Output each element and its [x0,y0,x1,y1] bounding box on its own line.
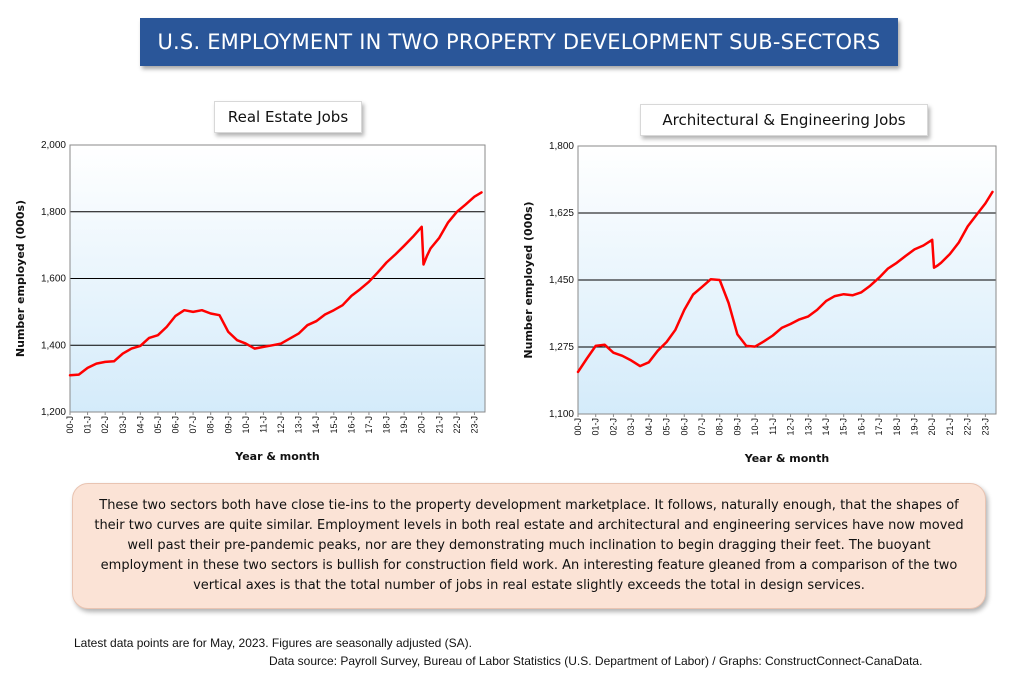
x-tick-label: 20-J [417,416,427,434]
y-tick-label: 1,275 [549,342,574,353]
y-tick-label: 1,100 [549,409,574,420]
x-tick-label: 14-J [821,418,831,436]
plot-border [69,144,486,413]
y-tick-label: 1,450 [549,275,574,286]
y-tick-label: 1,625 [549,208,574,219]
x-tick-label: 17-J [364,416,374,434]
x-tick-label: 13-J [803,418,813,436]
x-tick-label: 00-J [573,418,583,436]
x-tick-label: 14-J [311,416,321,434]
x-tick-label: 06-J [171,416,181,434]
y-tick-label: 1,800 [41,207,66,218]
y-tick-label: 1,200 [41,407,66,418]
x-tick-label: 22-J [963,418,973,436]
x-tick-label: 03-J [118,416,128,434]
plot-border [577,145,997,415]
x-tick-label: 19-J [399,416,409,434]
x-axis-label: Year & month [234,450,319,463]
commentary-text: These two sectors both have close tie-in… [94,498,964,593]
x-tick-label: 06-J [679,418,689,436]
chart-title-architectural-engineering: Architectural & Engineering Jobs [640,104,928,136]
data-note: Latest data points are for May, 2023. Fi… [74,636,472,650]
y-tick-label: 1,800 [549,141,574,152]
x-tick-label: 08-J [715,418,725,436]
x-tick-label: 09-J [223,416,233,434]
x-tick-label: 21-J [434,416,444,434]
x-tick-label: 05-J [153,416,163,434]
x-tick-label: 09-J [732,418,742,436]
y-axis-label: Number employed (000s) [522,201,535,358]
x-tick-label: 21-J [945,418,955,436]
data-line [576,190,994,374]
x-tick-label: 19-J [910,418,920,436]
x-tick-label: 17-J [874,418,884,436]
x-tick-label: 15-J [839,418,849,436]
x-tick-label: 10-J [241,416,251,434]
chart-title-real-estate: Real Estate Jobs [214,101,362,133]
x-tick-label: 01-J [83,416,93,434]
x-tick-label: 07-J [188,416,198,434]
x-tick-label: 02-J [608,418,618,436]
commentary-box: These two sectors both have close tie-in… [72,483,986,609]
architectural-engineering-chart: 1,100 1,275 1,450 1,625 1,800 00-J 01-J 02-J 03-… [522,141,997,465]
x-tick-label: 12-J [276,416,286,434]
data-source: Data source: Payroll Survey, Bureau of L… [269,654,923,668]
chart-title-text: Real Estate Jobs [227,108,349,126]
x-tick-label: 23-J [980,418,990,436]
x-tick-label: 04-J [135,416,145,434]
x-tick-label: 18-J [892,418,902,436]
x-tick-label: 01-J [591,418,601,436]
x-tick-label: 15-J [329,416,339,434]
x-tick-label: 08-J [206,416,216,434]
x-tick-label: 18-J [382,416,392,434]
real-estate-chart: 1,200 1,400 1,600 1,800 2,000 00-J 01-J 02-J 03-… [14,140,486,463]
x-tick-label: 04-J [644,418,654,436]
y-tick-label: 1,600 [41,274,66,285]
chart-title-text: Architectural & Engineering Jobs [662,111,906,129]
page-title-banner: U.S. EMPLOYMENT IN TWO PROPERTY DEVELOPM… [140,18,898,66]
x-tick-label: 20-J [927,418,937,436]
x-tick-label: 02-J [100,416,110,434]
x-tick-label: 05-J [662,418,672,436]
data-line [68,191,483,377]
x-tick-label: 22-J [452,416,462,434]
x-tick-label: 16-J [346,416,356,434]
x-tick-label: 16-J [856,418,866,436]
x-tick-label: 00-J [65,416,75,434]
y-tick-label: 1,400 [41,340,66,351]
x-tick-label: 23-J [469,416,479,434]
x-axis-label: Year & month [744,452,829,465]
x-tick-label: 12-J [786,418,796,436]
y-tick-label: 2,000 [41,140,66,151]
x-tick-label: 13-J [294,416,304,434]
x-tick-label: 07-J [697,418,707,436]
x-tick-label: 10-J [750,418,760,436]
y-axis-label: Number employed (000s) [14,200,27,357]
x-tick-label: 03-J [626,418,636,436]
x-tick-label: 11-J [258,416,268,433]
x-tick-label: 11-J [768,418,778,435]
page-title: U.S. EMPLOYMENT IN TWO PROPERTY DEVELOPM… [157,30,881,54]
